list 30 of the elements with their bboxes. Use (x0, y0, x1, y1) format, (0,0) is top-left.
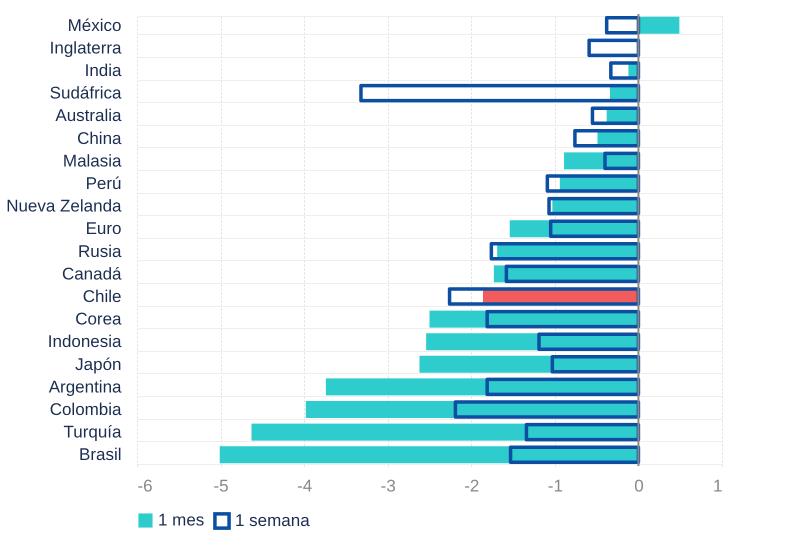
y-tick-label: Euro (86, 219, 122, 238)
x-tick-label: -1 (548, 476, 563, 496)
y-tick-label: Chile (82, 287, 122, 306)
y-tick-label: Sudáfrica (50, 84, 122, 103)
y-tick-label: Corea (75, 310, 122, 329)
x-tick-label: 1 (713, 476, 722, 496)
y-tick-label: Rusia (78, 242, 122, 261)
y-tick-label: Malasia (62, 151, 122, 170)
y-tick-label: Turquía (64, 422, 122, 442)
y-tick-label: Perú (86, 174, 122, 193)
x-tick-label: -2 (464, 476, 480, 496)
y-tick-label: Indonesia (48, 332, 122, 352)
x-tick-label: -6 (138, 476, 153, 496)
x-tick-label: -3 (380, 476, 396, 496)
x-tick-label: -4 (297, 476, 312, 496)
y-tick-label: México (68, 16, 122, 35)
y-tick-label: Argentina (48, 377, 122, 396)
y-tick-label: Inglaterra (50, 38, 122, 58)
y-tick-label: Nueva Zelanda (6, 196, 122, 216)
y-tick-label: Japón (75, 354, 122, 374)
legend-label: 1 mes (158, 510, 204, 530)
y-tick-label: China (77, 128, 122, 148)
legend-label: 1 semana (235, 511, 310, 530)
y-tick-label: Brasil (78, 445, 122, 464)
y-tick-label: India (84, 61, 122, 80)
x-tick-label: -5 (214, 476, 229, 496)
x-tick-label: 0 (634, 476, 644, 496)
y-tick-label: Canadá (62, 264, 122, 284)
y-tick-label: Australia (55, 106, 122, 126)
y-tick-label: Colombia (50, 400, 122, 419)
